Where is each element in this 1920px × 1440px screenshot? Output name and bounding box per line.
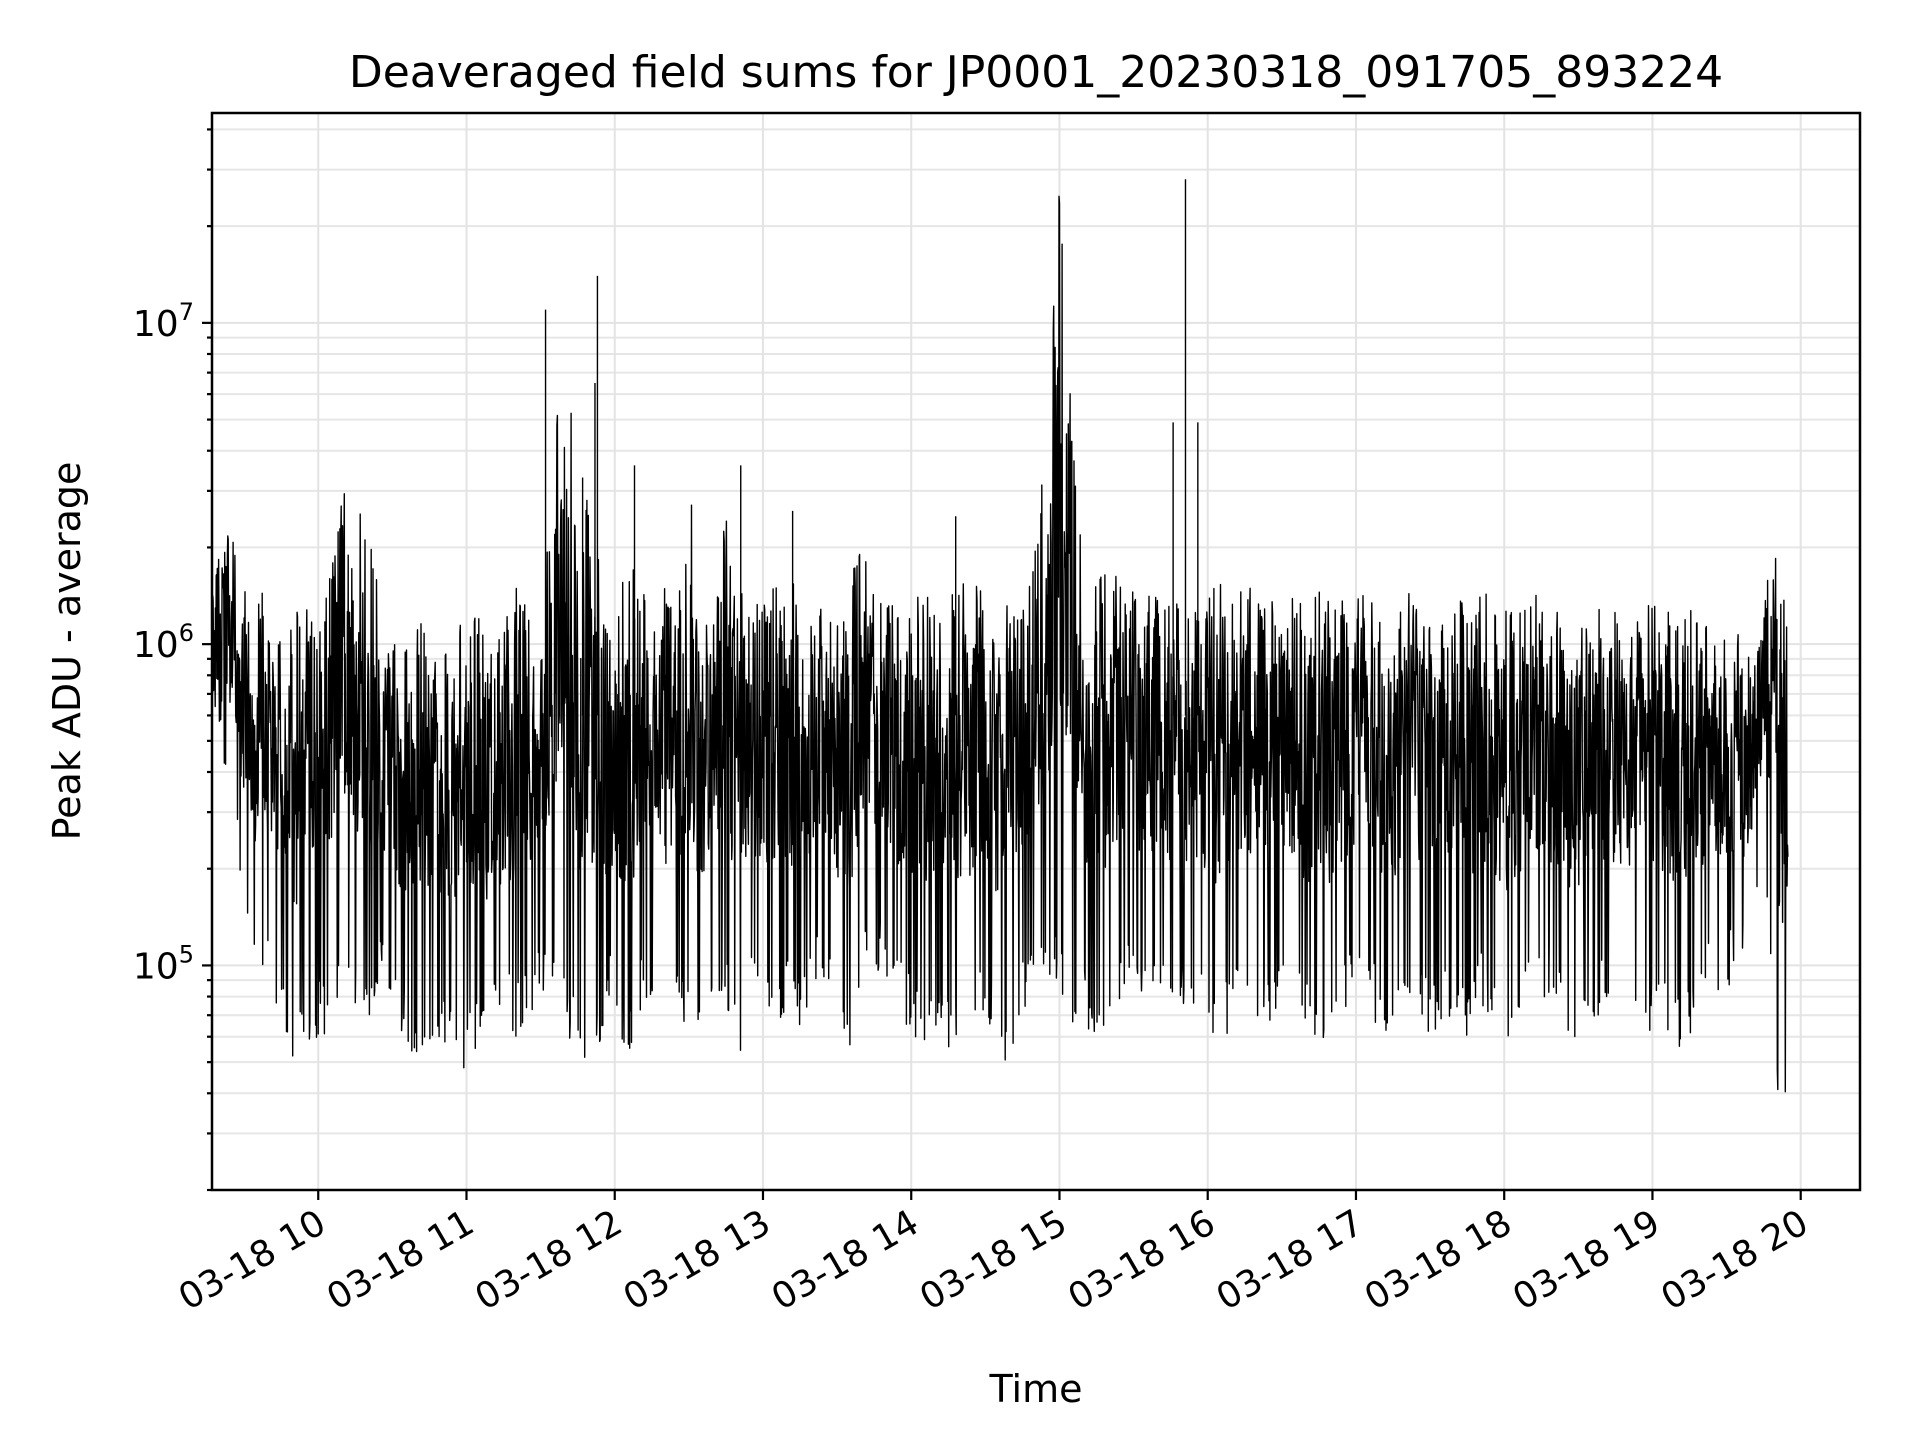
series-layer <box>211 179 1789 1093</box>
y-tick-label: 106 <box>133 619 194 666</box>
series-line <box>211 195 1789 1093</box>
plot-frame <box>210 111 1862 1192</box>
x-axis-label: Time <box>989 1367 1083 1411</box>
y-tick-exponent: 5 <box>179 940 194 968</box>
y-tick-base: 10 <box>133 946 179 987</box>
y-tick-label: 105 <box>133 940 194 987</box>
y-tick-base: 10 <box>133 304 179 345</box>
y-tick-exponent: 6 <box>179 619 194 647</box>
chart-title: Deaveraged field sums for JP0001_2023031… <box>349 47 1723 98</box>
y-axis-label: Peak ADU - average <box>45 462 89 841</box>
y-tick-exponent: 7 <box>179 298 194 326</box>
y-tick-label: 107 <box>133 298 194 345</box>
y-tick-base: 10 <box>133 625 179 666</box>
